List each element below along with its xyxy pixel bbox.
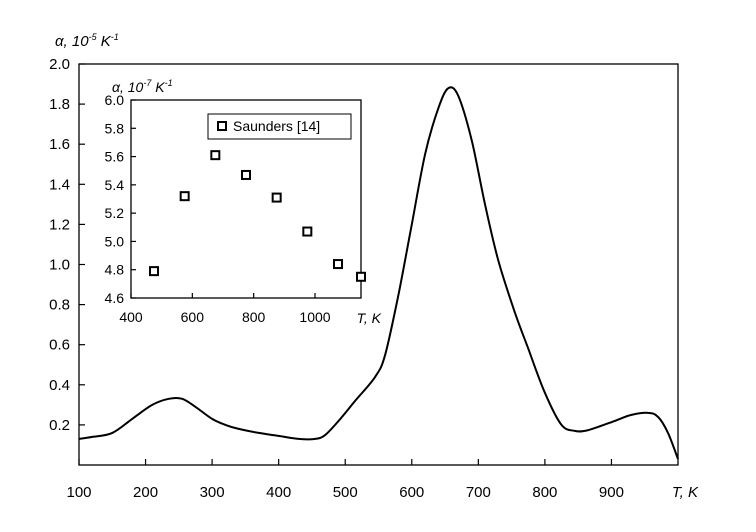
main-y-tick-label: 1.8: [49, 96, 70, 113]
main-y-axis: 0.2 0.4 0.6 0.8 1.0 1.2 1.4 1.6 1.8 2.0: [49, 56, 85, 434]
data-point: [210, 150, 221, 161]
inset-y-tick-label: 5.8: [105, 120, 125, 136]
inset-y-tick-label: 5.4: [105, 177, 125, 193]
inset-y-axis: 4.6 4.8 5.0 5.2 5.4 5.6 5.8 6.0: [105, 92, 136, 306]
inset-x-axis: 400 600 800 1000: [119, 293, 331, 325]
inset-y-tick-label: 6.0: [105, 92, 125, 108]
main-y-tick-label: 1.4: [49, 176, 70, 193]
inset-x-tick-label: 800: [242, 309, 266, 325]
inset-chart: 400 600 800 1000 4.6 4.8 5.0 5.2 5.4 5.6 5.8 6.0 α…: [105, 78, 382, 326]
inset-y-tick-label: 5.2: [105, 205, 125, 221]
main-x-axis: 100 200 300 400 500 600 700 800 900: [66, 459, 624, 501]
main-y-tick-label: 1.2: [49, 216, 70, 233]
inset-y-tick-label: 4.6: [105, 290, 125, 306]
data-point: [271, 192, 282, 203]
main-chart: 100 200 300 400 500 600 700 800 900 0.2 0.4 0.6 0.8…: [49, 32, 699, 501]
main-y-tick-label: 1.0: [49, 257, 70, 274]
main-x-tick-label: 900: [599, 484, 624, 501]
data-point: [179, 191, 190, 202]
inset-x-tick-label: 400: [119, 309, 143, 325]
main-x-tick-label: 300: [200, 484, 225, 501]
legend-label: Saunders [14]: [233, 118, 320, 134]
data-point: [302, 226, 313, 237]
main-x-tick-label: 100: [66, 484, 91, 501]
legend-box: [207, 113, 352, 140]
main-y-axis-label: α, 10-5 K-1: [55, 32, 119, 50]
main-x-tick-label: 200: [133, 484, 158, 501]
main-y-tick-label: 1.6: [49, 136, 70, 153]
main-y-tick-label: 0.4: [49, 377, 70, 394]
inset-y-tick-label: 5.0: [105, 233, 125, 249]
data-point: [241, 169, 251, 180]
inset-x-tick-label: 600: [181, 309, 205, 325]
main-y-tick-label: 0.6: [49, 337, 70, 354]
main-y-tick-label: 2.0: [49, 56, 70, 73]
main-y-tick-label: 0.2: [49, 417, 70, 434]
data-point: [333, 259, 343, 270]
main-x-tick-label: 800: [532, 484, 557, 501]
legend-marker: [217, 121, 227, 131]
inset-x-axis-label: T, K: [357, 310, 382, 326]
main-x-tick-label: 500: [333, 484, 358, 501]
inset-y-axis-label: α, 10-7 K-1: [112, 78, 173, 95]
inset-y-tick-label: 5.6: [105, 149, 125, 165]
series-line-alpha: [78, 86, 679, 460]
main-y-tick-label: 0.8: [49, 297, 70, 314]
data-point: [149, 266, 159, 277]
main-x-tick-label: 400: [266, 484, 291, 501]
inset-x-tick-label: 1000: [299, 309, 330, 325]
main-x-axis-label: T, K: [672, 484, 699, 501]
inset-series-points: [149, 150, 366, 282]
main-x-tick-label: 600: [399, 484, 424, 501]
inset-legend: Saunders [14]: [207, 113, 352, 140]
data-point: [356, 271, 366, 282]
main-x-tick-label: 700: [466, 484, 491, 501]
inset-y-tick-label: 4.8: [105, 262, 125, 278]
